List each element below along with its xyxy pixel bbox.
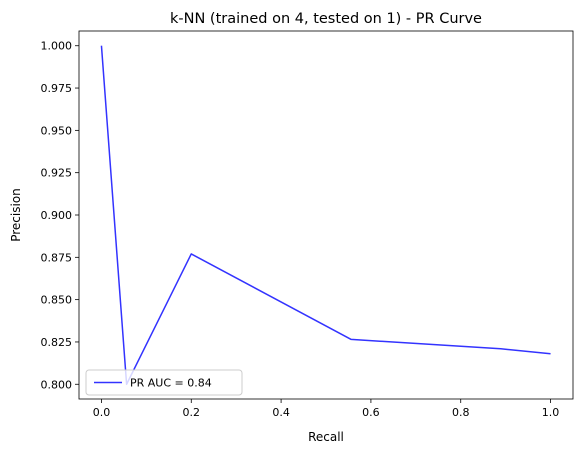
x-tick-label: 0.0	[93, 406, 111, 419]
x-axis: 0.0 0.2 0.4 0.6 0.8 1.0	[93, 399, 560, 419]
y-axis-label: Precision	[9, 188, 23, 242]
x-tick-label: 0.2	[183, 406, 201, 419]
legend-box	[85, 369, 243, 396]
y-tick-label: 0.825	[41, 336, 73, 349]
series-line	[100, 45, 551, 386]
legend: PR AUC = 0.84	[85, 369, 243, 396]
y-axis: 0.800 0.825 0.850 0.875 0.900 0.925 0.950 0.975…	[41, 40, 79, 391]
y-tick-label: 0.950	[41, 124, 73, 137]
y-tick-label: 0.900	[41, 209, 73, 222]
y-tick-label: 0.850	[41, 294, 73, 307]
y-tick-label: 1.000	[41, 40, 73, 53]
chart-title: k-NN (trained on 4, tested on 1) - PR Cu…	[170, 11, 482, 27]
y-tick-label: 0.975	[41, 82, 73, 95]
x-tick-label: 0.4	[272, 406, 290, 419]
y-tick-label: 0.875	[41, 251, 73, 264]
x-tick-label: 1.0	[542, 406, 560, 419]
series-group	[100, 45, 551, 386]
y-tick-label: 0.925	[41, 167, 73, 180]
legend-label: PR AUC = 0.84	[130, 377, 212, 390]
x-tick-label: 0.8	[452, 406, 470, 419]
x-tick-label: 0.6	[362, 406, 380, 419]
plot-frame	[78, 30, 574, 400]
y-tick-label: 0.800	[41, 378, 73, 391]
x-axis-label: Recall	[308, 430, 344, 444]
